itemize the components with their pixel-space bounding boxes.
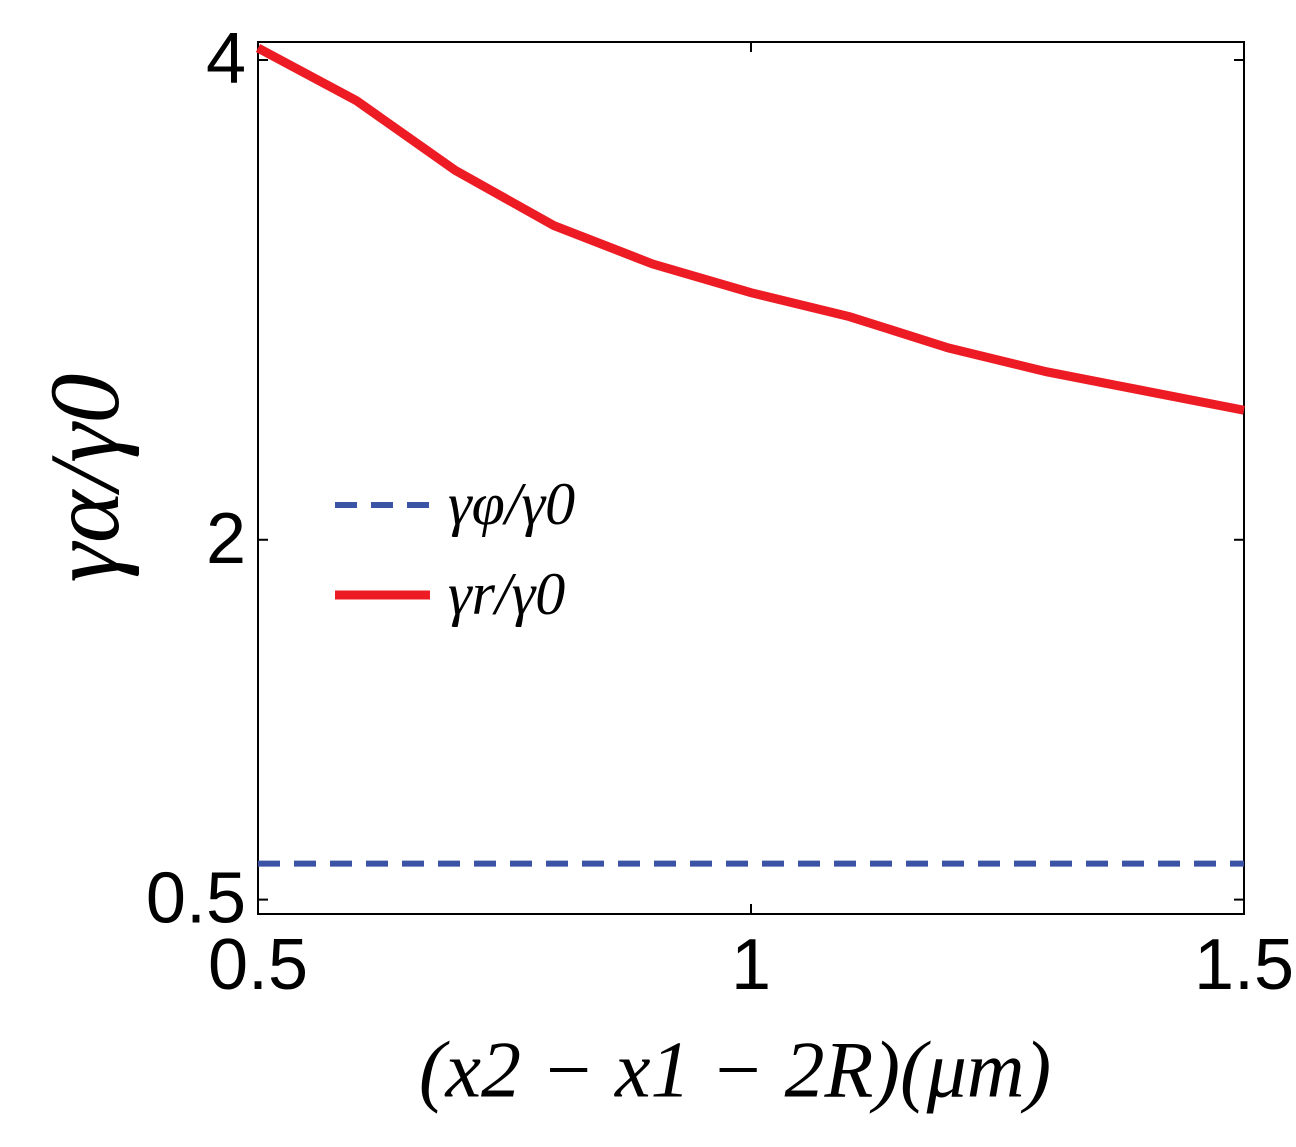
- x-tick-label: 1.5: [1194, 925, 1294, 1005]
- x-axis-label: (x2 − x1 − 2R)(μm): [419, 1026, 1051, 1114]
- plot-frame: [257, 41, 1245, 915]
- y-axis-label: γα/γ0: [29, 373, 140, 582]
- x-tick-label: 1: [731, 925, 771, 1005]
- y-tick-label: 4: [206, 19, 246, 99]
- y-tick-label: 0.5: [146, 859, 246, 939]
- x-tick-label: 0.5: [208, 925, 308, 1005]
- series-line: [255, 44, 1245, 415]
- legend-label: γφ/γ0: [448, 471, 575, 537]
- y-tick-label: 2: [206, 499, 246, 579]
- legend-label: γr/γ0: [448, 561, 565, 627]
